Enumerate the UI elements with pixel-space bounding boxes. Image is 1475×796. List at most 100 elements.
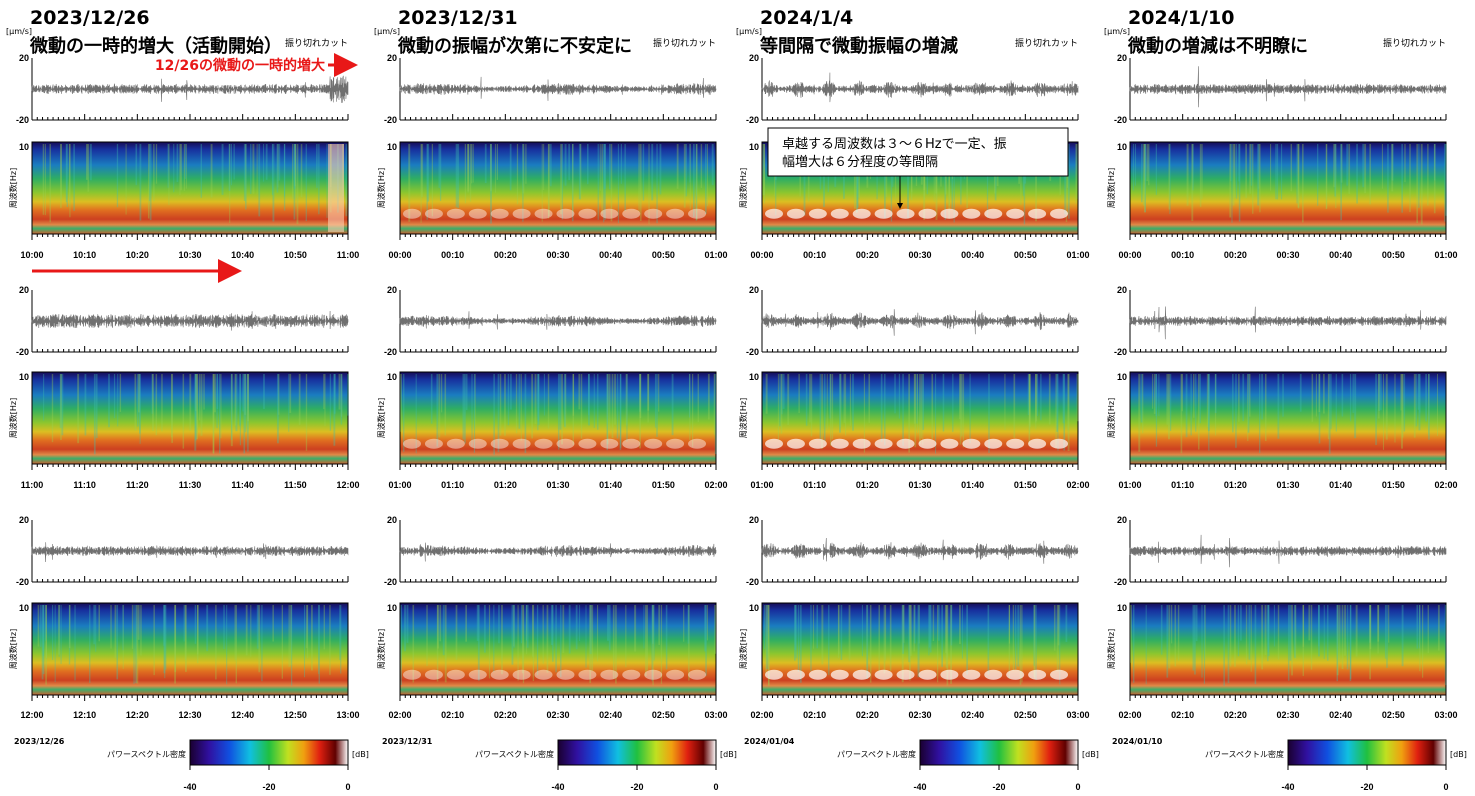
time-tick-label: 11:00 bbox=[21, 480, 44, 490]
amplitude-blob bbox=[490, 669, 509, 680]
amplitude-blob bbox=[962, 438, 981, 449]
spectrogram bbox=[1129, 602, 1447, 696]
time-tick-label: 12:50 bbox=[284, 710, 307, 720]
colorbar-label: パワースペクトル密度 bbox=[107, 749, 186, 759]
amplitude-blob bbox=[1050, 208, 1069, 219]
time-tick-label: 02:50 bbox=[652, 710, 675, 720]
time-tick-label: 12:20 bbox=[126, 710, 149, 720]
time-tick-label: 12:40 bbox=[231, 710, 254, 720]
waveform bbox=[761, 309, 1079, 336]
time-tick-label: 10:20 bbox=[126, 250, 149, 260]
amplitude-blob bbox=[874, 438, 893, 449]
time-tick-label: 11:10 bbox=[73, 480, 96, 490]
freq-tick-label: 10 bbox=[1117, 372, 1127, 382]
spectrogram bbox=[1129, 371, 1447, 465]
amplitude-blob bbox=[874, 669, 893, 680]
time-tick-label: 01:10 bbox=[1171, 480, 1194, 490]
colorbar-label: パワースペクトル密度 bbox=[1205, 749, 1284, 759]
colorbar-unit: [dB] bbox=[1082, 750, 1099, 759]
amplitude-blob bbox=[918, 438, 937, 449]
time-tick-label: 00:40 bbox=[599, 250, 622, 260]
freq-axis-label: 周波数[Hz] bbox=[738, 168, 748, 208]
time-tick-label: 02:30 bbox=[1276, 710, 1299, 720]
freq-axis-label: 周波数[Hz] bbox=[738, 629, 748, 669]
amplitude-blob bbox=[1050, 669, 1069, 680]
time-tick-label: 02:00 bbox=[1066, 480, 1089, 490]
time-tick-label: 02:10 bbox=[803, 710, 826, 720]
amplitude-blob bbox=[490, 438, 509, 449]
time-tick-label: 00:40 bbox=[1329, 250, 1352, 260]
freq-axis-label: 周波数[Hz] bbox=[1106, 398, 1116, 438]
freq-axis-label: 周波数[Hz] bbox=[376, 629, 386, 669]
time-tick-label: 01:00 bbox=[704, 250, 727, 260]
time-tick-label: 01:40 bbox=[599, 480, 622, 490]
amplitude-blob bbox=[808, 208, 827, 219]
time-tick-label: 02:40 bbox=[599, 710, 622, 720]
cut-label: 振り切れカット bbox=[1383, 37, 1446, 49]
amplitude-blob bbox=[556, 438, 575, 449]
column-subtitle: 微動の一時的増大（活動開始） bbox=[29, 35, 282, 57]
amplitude-blob bbox=[786, 438, 805, 449]
amplitude-blob bbox=[918, 669, 937, 680]
time-tick-label: 03:00 bbox=[1066, 710, 1089, 720]
time-tick-label: 13:00 bbox=[336, 710, 359, 720]
amplitude-blob bbox=[962, 669, 981, 680]
amplitude-blob bbox=[1028, 208, 1047, 219]
amp-tick-label: -20 bbox=[746, 115, 759, 125]
time-tick-label: 02:30 bbox=[546, 710, 569, 720]
amplitude-blob bbox=[468, 438, 487, 449]
time-tick-label: 03:00 bbox=[1434, 710, 1457, 720]
unit-label: [μm/s] bbox=[374, 27, 400, 36]
colorbar-tick-label: 0 bbox=[713, 782, 718, 792]
amp-tick-label: 20 bbox=[1117, 515, 1127, 525]
amplitude-blob bbox=[644, 438, 663, 449]
amplitude-blob bbox=[852, 669, 871, 680]
colorbar-tick-label: -40 bbox=[551, 782, 564, 792]
amplitude-blob bbox=[622, 438, 641, 449]
amp-tick-label: 20 bbox=[749, 285, 759, 295]
freq-tick-label: 10 bbox=[19, 142, 29, 152]
time-tick-label: 02:40 bbox=[1329, 710, 1352, 720]
time-tick-label: 11:30 bbox=[179, 480, 202, 490]
waveform bbox=[1129, 66, 1447, 108]
amplitude-blob bbox=[622, 669, 641, 680]
amplitude-blob bbox=[666, 208, 685, 219]
column-subtitle: 微動の振幅が次第に不安定に bbox=[397, 35, 632, 57]
colorbar-unit: [dB] bbox=[1450, 750, 1467, 759]
amplitude-blob bbox=[666, 438, 685, 449]
time-tick-label: 02:50 bbox=[1014, 710, 1037, 720]
unit-label: [μm/s] bbox=[736, 27, 762, 36]
amplitude-blob bbox=[600, 669, 619, 680]
time-tick-label: 01:30 bbox=[546, 480, 569, 490]
amplitude-blob bbox=[896, 438, 915, 449]
amplitude-blob bbox=[446, 208, 465, 219]
time-tick-label: 00:20 bbox=[494, 250, 517, 260]
waveform bbox=[399, 76, 717, 101]
time-tick-label: 01:20 bbox=[1224, 480, 1247, 490]
amplitude-blob bbox=[578, 669, 597, 680]
amp-tick-label: 20 bbox=[19, 53, 29, 63]
freq-tick-label: 10 bbox=[1117, 142, 1127, 152]
amplitude-blob bbox=[600, 208, 619, 219]
amplitude-blob bbox=[446, 669, 465, 680]
callout-text: 幅増大は６分程度の等間隔 bbox=[782, 154, 938, 170]
amplitude-blob bbox=[424, 438, 443, 449]
amp-tick-label: 20 bbox=[387, 515, 397, 525]
unit-label: [μm/s] bbox=[6, 27, 32, 36]
footer-date: 2023/12/31 bbox=[382, 737, 433, 746]
time-tick-label: 01:40 bbox=[1329, 480, 1352, 490]
time-tick-label: 10:40 bbox=[231, 250, 254, 260]
colorbar-tick-label: -20 bbox=[630, 782, 643, 792]
amplitude-blob bbox=[940, 208, 959, 219]
amplitude-blob bbox=[578, 438, 597, 449]
amplitude-blob bbox=[984, 208, 1003, 219]
time-tick-label: 10:50 bbox=[284, 250, 307, 260]
time-tick-label: 11:40 bbox=[231, 480, 254, 490]
time-tick-label: 00:10 bbox=[1171, 250, 1194, 260]
amplitude-blob bbox=[446, 438, 465, 449]
freq-tick-label: 10 bbox=[19, 603, 29, 613]
time-tick-label: 01:40 bbox=[961, 480, 984, 490]
freq-axis-label: 周波数[Hz] bbox=[1106, 168, 1116, 208]
callout-box bbox=[767, 127, 1069, 177]
